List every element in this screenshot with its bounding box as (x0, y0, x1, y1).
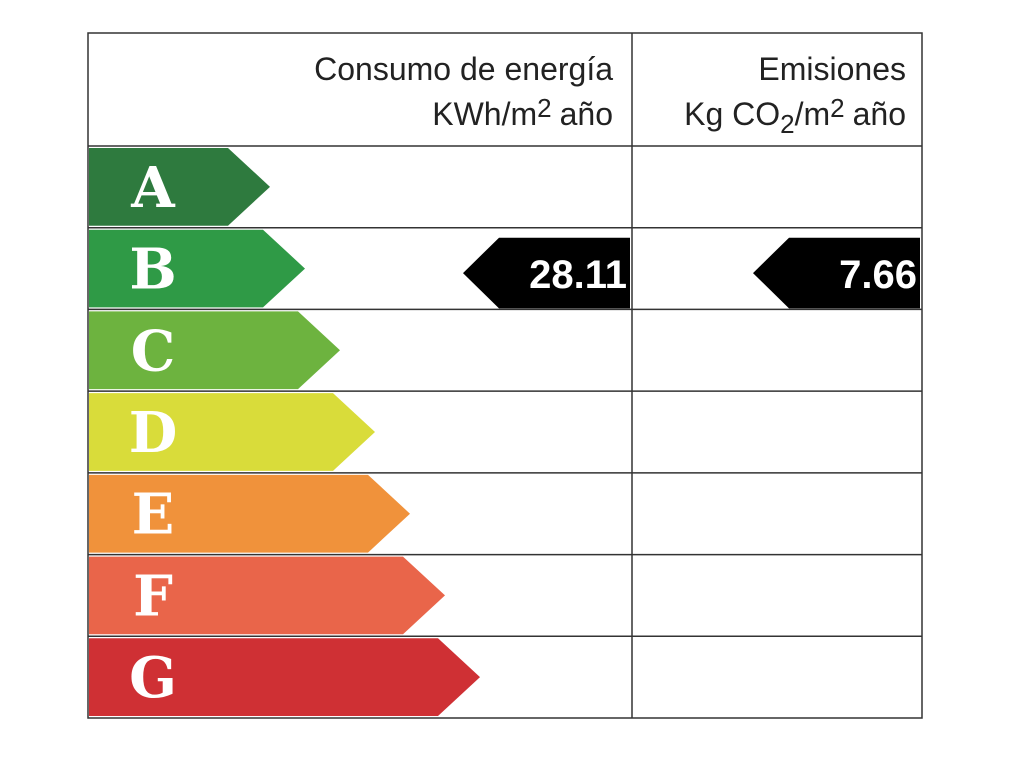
rating-letter: E (132, 482, 175, 548)
rating-arrow (89, 638, 480, 716)
energy-title: Consumo de energía (314, 51, 613, 87)
emissions-unit: Kg CO2/m2 año (684, 93, 906, 139)
value-tag (753, 237, 920, 309)
rating-letter: D (129, 400, 178, 466)
emissions-title: Emisiones (758, 51, 906, 87)
energy-unit: KWh/m2 año (432, 93, 613, 132)
rating-letter: C (131, 318, 176, 384)
rating-arrow (89, 474, 410, 553)
rating-letter: A (130, 155, 176, 221)
unit-text: KWh/m (432, 96, 537, 132)
value-text: 28.11 (529, 253, 627, 297)
unit-sub: 2 (780, 109, 794, 139)
unit-text: año (560, 96, 613, 132)
frame (87, 32, 923, 719)
rating-letter: G (129, 645, 177, 711)
rating-arrow (89, 229, 305, 308)
unit-text: año (853, 96, 906, 132)
rating-arrow (89, 556, 445, 635)
rating-letter: B (129, 237, 176, 303)
rating-arrow (89, 148, 270, 226)
value-tag (463, 237, 630, 309)
unit-text: /m (795, 96, 831, 132)
rating-letter: F (133, 563, 173, 629)
unit-sup: 2 (830, 93, 844, 123)
unit-sup: 2 (537, 93, 551, 123)
value-text: 7.66 (839, 253, 917, 297)
rating-arrow (89, 393, 375, 471)
unit-text: Kg CO (684, 96, 780, 132)
rating-arrow (89, 311, 340, 390)
